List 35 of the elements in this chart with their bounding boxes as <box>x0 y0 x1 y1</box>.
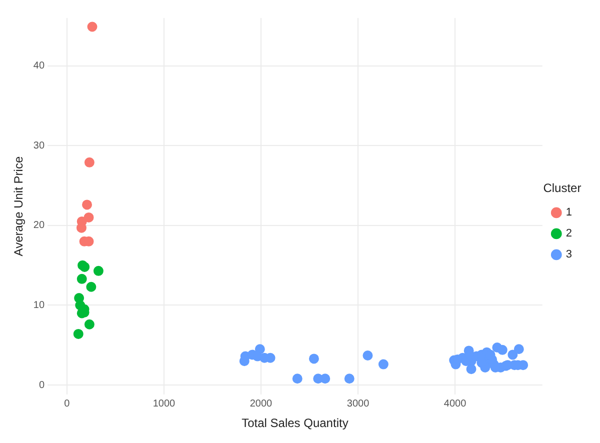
x-tick-label: 3000 <box>346 398 370 410</box>
point <box>508 350 518 360</box>
point <box>76 274 87 284</box>
point <box>466 364 476 374</box>
point <box>308 354 319 364</box>
y-axis-title: Average Unit Price <box>12 156 26 256</box>
point <box>73 328 84 339</box>
point <box>344 374 354 384</box>
point <box>76 222 86 233</box>
legend-label: 3 <box>566 248 572 261</box>
y-tick-label: 30 <box>33 140 45 152</box>
y-tick-label: 10 <box>33 300 45 311</box>
point <box>93 266 104 276</box>
legend-label: 1 <box>566 206 572 219</box>
point <box>497 344 508 355</box>
point <box>514 344 524 354</box>
point <box>84 157 94 168</box>
x-tick-label: 4000 <box>444 398 467 410</box>
point <box>320 374 330 384</box>
legend-title: Cluster <box>543 181 582 196</box>
x-tick-label: 2000 <box>250 398 273 410</box>
x-tick-label: 1000 <box>152 398 176 410</box>
point <box>292 374 302 384</box>
x-axis-title: Total Sales Quantity <box>242 416 348 430</box>
point <box>378 359 388 370</box>
legend-label: 2 <box>566 228 572 240</box>
y-tick-label: 40 <box>33 60 45 72</box>
x-tick-label: 0 <box>64 398 70 410</box>
point <box>87 22 98 32</box>
point <box>84 319 94 330</box>
point <box>82 200 92 210</box>
y-tick-label: 20 <box>33 220 45 232</box>
point <box>86 282 96 292</box>
y-tick-label: 0 <box>38 380 45 391</box>
point <box>362 350 373 361</box>
